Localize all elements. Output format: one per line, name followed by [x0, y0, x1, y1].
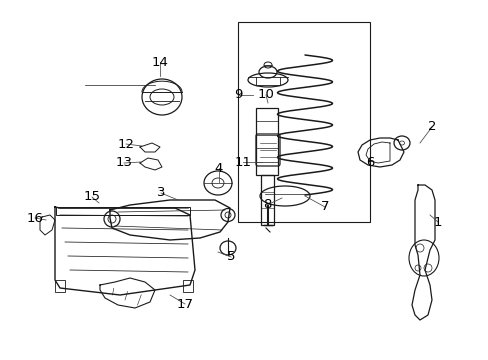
Text: 16: 16: [26, 211, 43, 225]
Text: 9: 9: [233, 89, 242, 102]
Text: 1: 1: [433, 216, 441, 229]
Text: 14: 14: [151, 55, 168, 68]
Text: 11: 11: [234, 156, 251, 168]
Text: 4: 4: [214, 162, 223, 175]
Text: 3: 3: [157, 186, 165, 199]
Text: 8: 8: [262, 198, 271, 211]
Text: 17: 17: [176, 297, 193, 310]
Bar: [56, 207, 190, 215]
Bar: [261, 175, 273, 225]
Text: 10: 10: [257, 89, 274, 102]
Bar: [55, 280, 65, 292]
Text: 13: 13: [115, 157, 132, 170]
Bar: [256, 108, 278, 175]
Text: 6: 6: [365, 157, 373, 170]
Text: 7: 7: [320, 201, 328, 213]
Bar: [183, 280, 193, 292]
Text: 15: 15: [83, 190, 101, 203]
Bar: [238, 22, 369, 222]
Text: 12: 12: [117, 138, 134, 150]
Text: 5: 5: [226, 251, 235, 264]
Text: 2: 2: [427, 121, 435, 134]
